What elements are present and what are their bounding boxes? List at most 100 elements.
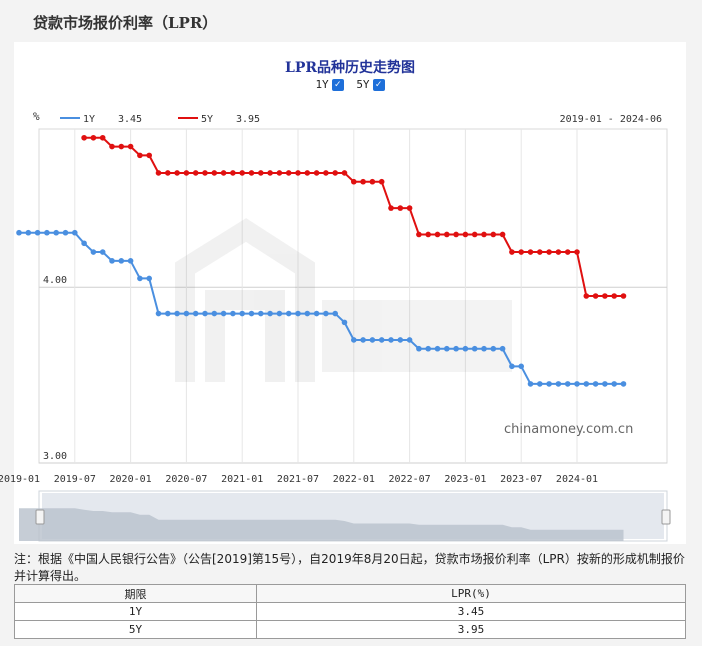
data-point-1y — [276, 310, 283, 317]
data-point-1y — [518, 363, 524, 370]
data-point-1y — [127, 258, 134, 264]
legend-name: 1Y — [83, 114, 95, 125]
data-point-5y — [369, 178, 376, 185]
data-point-1y — [267, 310, 273, 317]
data-point-1y — [183, 310, 190, 317]
data-point-5y — [202, 170, 208, 176]
header-lpr: LPR(%) — [256, 584, 686, 603]
toggle-1y-label: 1Y — [315, 78, 329, 91]
checkbox-5y[interactable]: ✓ — [372, 78, 385, 91]
data-point-1y — [462, 345, 469, 352]
data-point-1y — [620, 381, 627, 387]
data-point-1y — [397, 337, 404, 343]
data-point-1y — [16, 229, 22, 236]
watermark-house-icon — [175, 218, 315, 382]
data-point-5y — [527, 249, 534, 255]
data-point-5y — [434, 231, 441, 238]
data-point-5y — [425, 231, 432, 238]
data-point-5y — [211, 170, 218, 176]
data-point-5y — [341, 170, 348, 176]
data-point-5y — [583, 293, 590, 299]
data-point-1y — [490, 345, 497, 352]
data-point-5y — [258, 170, 264, 176]
data-point-5y — [313, 170, 320, 176]
data-point-5y — [295, 170, 301, 176]
toggle-5y-label: 5Y — [356, 78, 370, 91]
header-term: 期限 — [13, 584, 258, 603]
cell-term: 1Y — [13, 602, 258, 621]
data-point-5y — [332, 170, 339, 176]
data-point-1y — [453, 345, 459, 352]
data-point-5y — [351, 178, 357, 185]
data-point-1y — [295, 310, 301, 317]
x-tick-label: 2023-07 — [500, 474, 542, 485]
data-point-5y — [555, 249, 562, 255]
navigator-right-handle[interactable] — [661, 509, 671, 525]
data-point-1y — [360, 337, 366, 343]
data-point-1y — [341, 319, 348, 326]
data-point-1y — [192, 310, 199, 317]
data-point-5y — [378, 178, 385, 185]
checkbox-1y[interactable]: ✓ — [331, 78, 344, 91]
x-tick-label: 2019-01 — [0, 474, 40, 485]
data-point-5y — [518, 249, 524, 255]
toggle-1y[interactable]: 1Y ✓ — [315, 78, 344, 91]
table-row: 5Y 3.95 — [13, 620, 686, 639]
date-range-label: 2019-01 - 2024-06 — [560, 114, 662, 125]
data-point-1y — [202, 310, 208, 317]
data-point-5y — [155, 170, 162, 176]
data-point-1y — [499, 345, 506, 352]
data-point-5y — [183, 170, 190, 176]
data-point-1y — [564, 381, 571, 387]
data-point-1y — [155, 310, 162, 317]
data-point-5y — [462, 231, 469, 238]
navigator-left-handle[interactable] — [35, 509, 45, 525]
data-point-5y — [267, 170, 273, 176]
x-tick-label: 2019-07 — [54, 474, 96, 485]
toggle-5y[interactable]: 5Y ✓ — [356, 78, 385, 91]
data-point-1y — [546, 381, 552, 387]
data-point-5y — [388, 205, 394, 211]
data-point-1y — [351, 337, 357, 343]
data-point-1y — [53, 229, 59, 236]
data-point-5y — [174, 170, 180, 176]
x-tick-label: 2023-01 — [444, 474, 486, 485]
data-point-5y — [611, 293, 617, 299]
data-point-5y — [239, 170, 245, 176]
data-point-1y — [258, 310, 264, 317]
data-point-5y — [304, 170, 311, 176]
navigator-area — [19, 508, 624, 541]
data-point-5y — [360, 178, 366, 185]
data-point-1y — [592, 381, 599, 387]
legend-value: 3.45 — [118, 114, 142, 125]
data-point-1y — [369, 337, 376, 343]
watermark-logo — [175, 218, 512, 382]
table-row: 1Y 3.45 — [13, 602, 686, 621]
data-point-1y — [416, 345, 422, 352]
chart-panel: LPR品种历史走势图 1Y ✓ 5Y ✓ — [14, 42, 686, 544]
data-point-1y — [434, 345, 441, 352]
data-point-5y — [537, 249, 543, 255]
x-tick-label: 2020-01 — [110, 474, 152, 485]
data-point-5y — [592, 293, 599, 299]
data-point-5y — [248, 170, 255, 176]
data-point-5y — [509, 249, 515, 255]
data-point-5y — [137, 152, 143, 159]
data-point-1y — [583, 381, 590, 387]
data-point-5y — [165, 170, 171, 176]
data-point-1y — [81, 240, 87, 247]
data-point-1y — [62, 229, 69, 236]
data-point-1y — [323, 310, 329, 317]
data-point-5y — [323, 170, 329, 176]
data-point-1y — [239, 310, 245, 317]
data-point-5y — [230, 170, 236, 176]
series-toggles: 1Y ✓ 5Y ✓ — [14, 78, 686, 91]
data-point-1y — [109, 258, 115, 264]
data-point-1y — [537, 381, 543, 387]
x-tick-label: 2022-01 — [333, 474, 375, 485]
data-point-1y — [332, 310, 339, 317]
data-point-1y — [388, 337, 394, 343]
data-point-1y — [602, 381, 608, 387]
data-point-1y — [44, 229, 50, 236]
data-point-1y — [425, 345, 432, 352]
